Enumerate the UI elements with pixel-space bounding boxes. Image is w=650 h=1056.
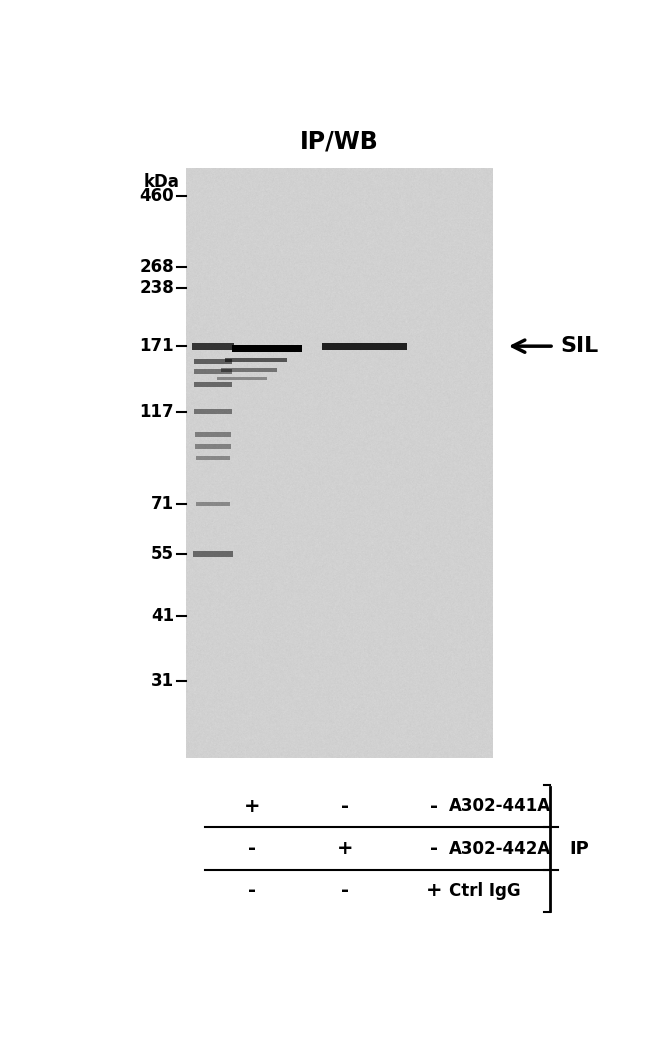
Bar	[192, 343, 234, 350]
Text: 31: 31	[151, 672, 174, 691]
Text: +: +	[244, 796, 260, 815]
Bar	[196, 502, 230, 506]
Text: 460: 460	[140, 187, 174, 205]
Text: -: -	[430, 796, 438, 815]
Text: -: -	[248, 840, 255, 859]
Text: IP: IP	[569, 840, 590, 857]
Text: -: -	[341, 796, 349, 815]
Bar	[195, 444, 231, 449]
Text: -: -	[248, 882, 255, 901]
Text: 41: 41	[151, 606, 174, 625]
Text: +: +	[337, 840, 353, 859]
Bar	[322, 343, 407, 350]
Text: 71: 71	[151, 495, 174, 513]
Text: IP/WB: IP/WB	[300, 130, 378, 154]
Bar	[194, 359, 233, 364]
Bar	[221, 367, 276, 372]
Text: 238: 238	[140, 280, 174, 298]
Bar	[194, 370, 231, 374]
Bar	[195, 432, 231, 437]
Text: 171: 171	[140, 337, 174, 355]
Bar	[194, 382, 233, 388]
Text: 117: 117	[140, 402, 174, 420]
Bar	[217, 377, 267, 380]
Text: -: -	[341, 882, 349, 901]
Text: A302-441A: A302-441A	[449, 797, 551, 815]
Text: SIL: SIL	[560, 336, 599, 356]
Bar	[225, 358, 287, 362]
Bar	[193, 551, 233, 558]
Bar	[233, 344, 302, 353]
Bar	[196, 455, 230, 460]
Text: A302-442A: A302-442A	[449, 840, 552, 857]
Text: 55: 55	[151, 545, 174, 563]
Text: Ctrl IgG: Ctrl IgG	[449, 882, 521, 900]
Text: kDa: kDa	[143, 173, 179, 191]
Text: 268: 268	[140, 258, 174, 276]
Text: +: +	[426, 882, 442, 901]
Text: -: -	[430, 840, 438, 859]
Bar	[194, 409, 231, 414]
